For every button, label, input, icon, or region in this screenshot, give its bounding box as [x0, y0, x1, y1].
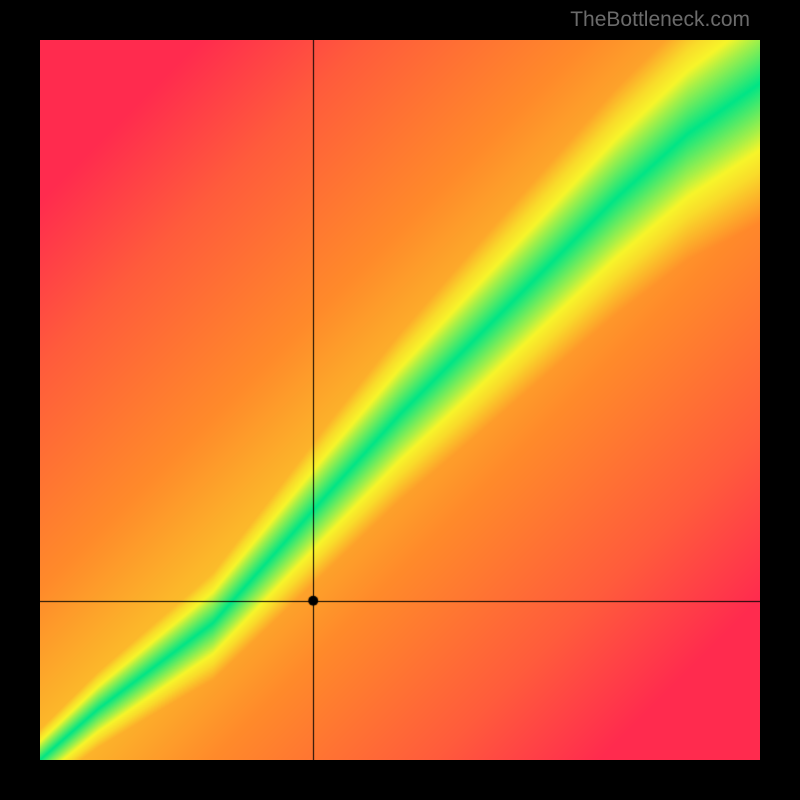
watermark-text: TheBottleneck.com: [570, 8, 750, 32]
chart-container: TheBottleneck.com: [0, 0, 800, 800]
heatmap-canvas: [40, 40, 760, 760]
plot-area: [40, 40, 760, 760]
